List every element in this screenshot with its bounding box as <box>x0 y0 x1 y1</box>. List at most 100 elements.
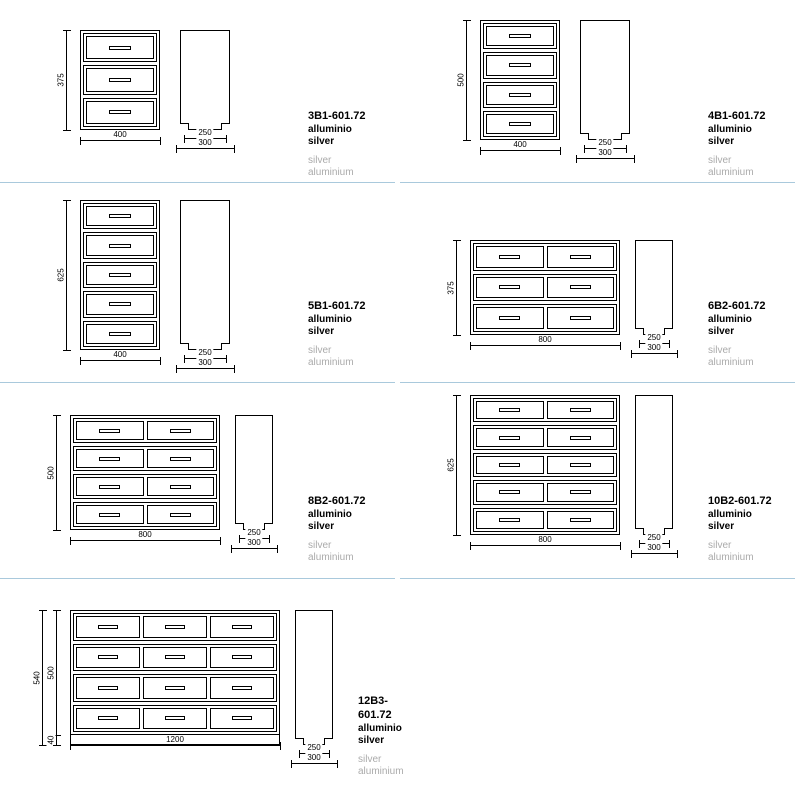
product-10b2: 80062525030010B2-601.72alluminiosilversi… <box>440 395 790 565</box>
drawer-row <box>73 474 217 499</box>
material-primary: silver <box>708 326 766 339</box>
drawer <box>86 68 154 91</box>
drawer <box>143 647 207 669</box>
drawer <box>86 235 154 255</box>
dimension-value: 250 <box>645 533 662 542</box>
drawer <box>210 616 274 638</box>
drawer <box>143 677 207 699</box>
dimension-value: 625 <box>447 456 456 473</box>
dimension-value: 250 <box>305 743 322 752</box>
dimension-value: 250 <box>596 138 613 147</box>
dimension-value: 40 <box>47 734 56 747</box>
drawer-row <box>73 502 217 527</box>
drawer-slot <box>570 285 591 289</box>
drawer <box>476 511 544 529</box>
drawer <box>210 647 274 669</box>
product-8b2: 800 500 250 300 8B2-601.72alluminiosilversil… <box>40 405 390 565</box>
material-secondary: aluminium <box>708 167 766 180</box>
material-secondary: silver <box>308 345 366 358</box>
dimension-horizontal: 400 <box>480 150 560 151</box>
dimension-value: 250 <box>245 528 262 537</box>
dimension-value: 500 <box>457 71 466 88</box>
material-primary: silver <box>708 521 772 534</box>
dimension-horizontal: 300 <box>631 353 677 354</box>
material-primary: alluminio <box>308 314 366 327</box>
material-primary: alluminio <box>358 723 420 736</box>
dimension-value: 250 <box>645 333 662 342</box>
drawer-slot <box>109 302 130 306</box>
dimension-value: 300 <box>196 358 213 367</box>
material-primary: alluminio <box>308 124 366 137</box>
drawer-slot <box>170 485 191 489</box>
dimension-vertical: 500 <box>56 610 57 735</box>
drawer <box>210 677 274 699</box>
dimension-value: 800 <box>536 535 553 544</box>
dimension-value: 800 <box>136 530 153 539</box>
drawer-slot <box>570 408 591 412</box>
dimension-value: 300 <box>645 343 662 352</box>
material-secondary: aluminium <box>308 552 366 565</box>
material-secondary: aluminium <box>708 357 766 370</box>
material-secondary: silver <box>358 754 420 767</box>
drawer-row <box>83 321 157 347</box>
material-secondary: silver <box>308 540 366 553</box>
drawer-slot <box>570 490 591 494</box>
drawer-slot <box>170 429 191 433</box>
separator-rule <box>400 182 795 183</box>
material-secondary: aluminium <box>308 357 366 370</box>
drawer-row <box>73 418 217 443</box>
drawer <box>476 428 544 446</box>
dimension-value: 375 <box>57 71 66 88</box>
cabinet-base <box>70 735 280 745</box>
drawer-slot <box>109 110 130 114</box>
drawer-row <box>73 674 277 702</box>
dimension-value: 500 <box>47 464 56 481</box>
drawer <box>76 616 140 638</box>
dimension-value: 400 <box>111 130 128 139</box>
product-label: 8B2-601.72alluminiosilversilveraluminium <box>308 495 366 565</box>
drawer-row <box>83 291 157 317</box>
drawer-slot <box>170 513 191 517</box>
drawer <box>547 307 615 329</box>
dimension-value: 540 <box>33 669 42 686</box>
drawer <box>547 483 615 501</box>
dimension-value: 500 <box>47 664 56 681</box>
product-label: 6B2-601.72alluminiosilversilveraluminium <box>708 300 766 370</box>
material-secondary: silver <box>308 155 366 168</box>
drawer <box>486 55 554 75</box>
material-secondary: silver <box>708 540 772 553</box>
material-secondary: silver <box>708 155 766 168</box>
dimension-horizontal: 300 <box>231 548 277 549</box>
drawer-row <box>473 425 617 449</box>
drawer-slot <box>509 122 530 126</box>
drawer <box>86 265 154 285</box>
drawer <box>76 647 140 669</box>
drawer <box>76 449 144 468</box>
drawer-row <box>473 508 617 532</box>
drawer-slot <box>165 716 185 720</box>
drawer <box>76 708 140 730</box>
drawer-slot <box>165 686 185 690</box>
dimension-horizontal: 300 <box>291 763 337 764</box>
drawer-row <box>73 705 277 733</box>
drawer-slot <box>499 463 520 467</box>
drawer <box>147 505 215 524</box>
drawer <box>476 307 544 329</box>
drawer-row <box>73 613 277 641</box>
dimension-vertical: 375 <box>66 30 67 130</box>
dimension-horizontal: 300 <box>576 158 634 159</box>
side-view <box>235 415 273 530</box>
drawer-slot <box>98 655 118 659</box>
side-view <box>635 240 673 335</box>
material-secondary: silver <box>708 345 766 358</box>
drawer <box>86 101 154 124</box>
dimension-value: 300 <box>596 148 613 157</box>
drawer-slot <box>232 625 252 629</box>
drawer-row <box>473 304 617 332</box>
drawer-slot <box>109 244 130 248</box>
drawer <box>547 456 615 474</box>
drawer-row <box>483 82 557 108</box>
drawer <box>86 206 154 226</box>
material-primary: silver <box>308 136 366 149</box>
material-primary: alluminio <box>708 124 766 137</box>
